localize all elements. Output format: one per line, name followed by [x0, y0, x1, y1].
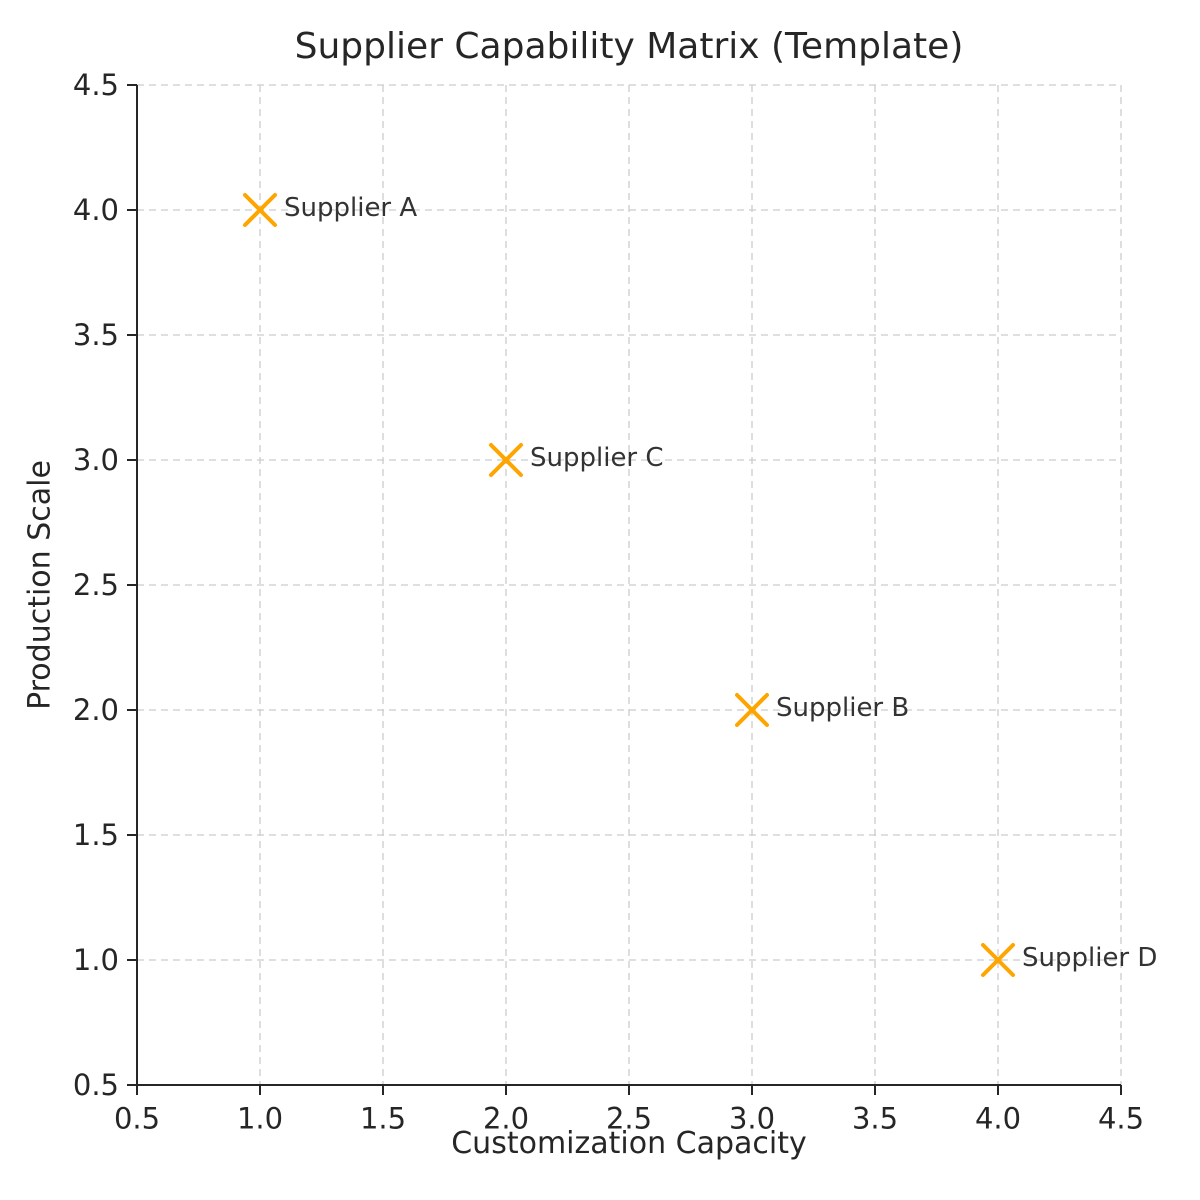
x-tick-label: 3.0: [729, 1102, 775, 1136]
y-tick-label: 2.0: [73, 693, 119, 727]
data-point-label: Supplier C: [530, 443, 664, 473]
x-axis-label: Customization Capacity: [451, 1126, 807, 1161]
x-tick-label: 2.0: [483, 1102, 529, 1136]
data-point-marker: [243, 193, 277, 227]
y-axis-label: Production Scale: [22, 460, 58, 710]
data-point-marker: [489, 443, 523, 477]
y-tick-label: 2.5: [73, 568, 119, 602]
y-tick-label: 0.5: [73, 1068, 119, 1102]
y-tick-label: 4.5: [73, 68, 119, 102]
data-point-label: Supplier A: [284, 193, 417, 223]
y-tick-label: 1.0: [73, 943, 119, 977]
x-tick-label: 4.5: [1098, 1102, 1144, 1136]
x-tick-label: 1.5: [360, 1102, 406, 1136]
data-point-label: Supplier B: [776, 693, 909, 723]
data-point-marker: [981, 943, 1015, 977]
x-tick-label: 1.0: [237, 1102, 283, 1136]
y-tick-label: 1.5: [73, 818, 119, 852]
x-tick-label: 4.0: [975, 1102, 1021, 1136]
data-point-label: Supplier D: [1022, 943, 1157, 973]
chart-title: Supplier Capability Matrix (Template): [294, 26, 964, 67]
y-tick-label: 4.0: [73, 193, 119, 227]
y-tick-label: 3.0: [73, 443, 119, 477]
data-point-marker: [735, 693, 769, 727]
x-tick-label: 3.5: [852, 1102, 898, 1136]
x-tick-label: 2.5: [606, 1102, 652, 1136]
y-tick-label: 3.5: [73, 318, 119, 352]
x-tick-label: 0.5: [114, 1102, 160, 1136]
